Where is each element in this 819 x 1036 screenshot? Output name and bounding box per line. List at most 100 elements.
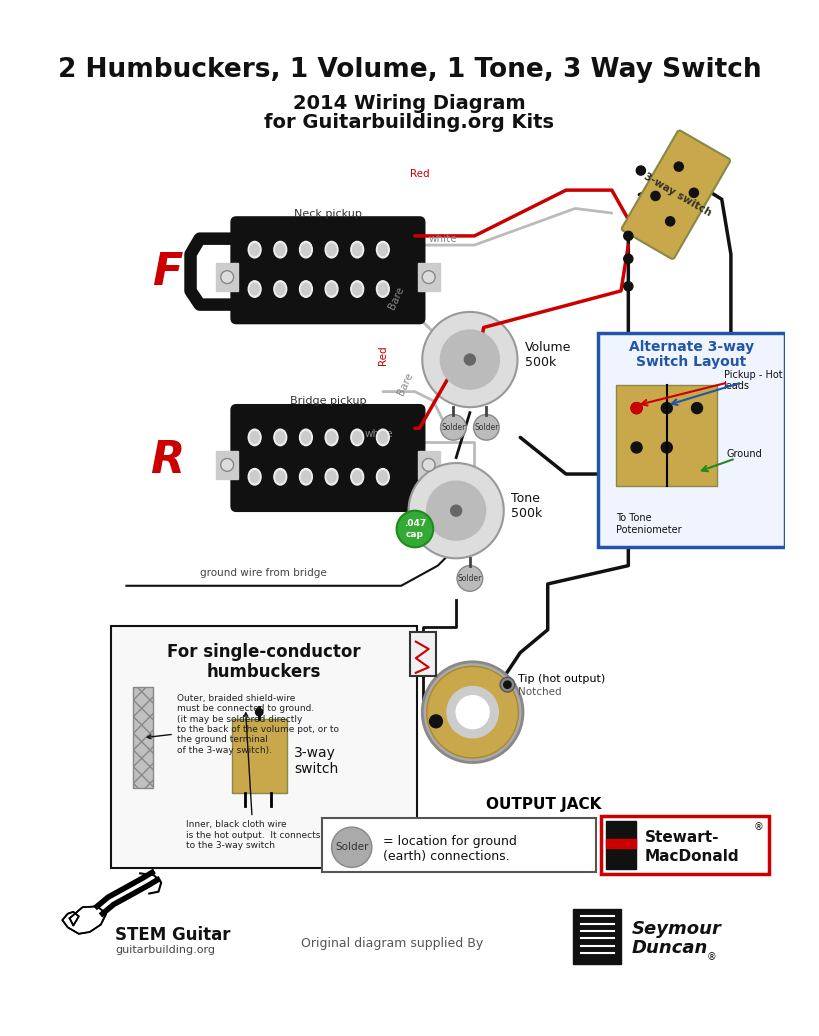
Text: 2 Humbuckers, 1 Volume, 1 Tone, 3 Way Switch: 2 Humbuckers, 1 Volume, 1 Tone, 3 Way Sw… <box>57 57 761 83</box>
Text: Tip (hot output): Tip (hot output) <box>518 674 606 684</box>
Circle shape <box>624 282 633 291</box>
Circle shape <box>447 687 498 738</box>
Bar <box>617 385 717 486</box>
Circle shape <box>427 666 518 758</box>
Circle shape <box>332 827 372 867</box>
Text: white: white <box>364 429 393 438</box>
Circle shape <box>661 403 672 413</box>
FancyBboxPatch shape <box>622 131 730 259</box>
Text: F: F <box>152 251 183 294</box>
Ellipse shape <box>300 241 312 258</box>
Ellipse shape <box>276 243 285 256</box>
Text: Red: Red <box>378 345 388 365</box>
Text: For single-conductor: For single-conductor <box>167 642 360 661</box>
Ellipse shape <box>377 468 389 485</box>
Ellipse shape <box>276 470 285 483</box>
Ellipse shape <box>378 243 387 256</box>
Circle shape <box>221 270 233 284</box>
FancyBboxPatch shape <box>601 815 769 874</box>
Ellipse shape <box>325 281 338 297</box>
Text: Tone
500k: Tone 500k <box>511 492 542 520</box>
Text: 3-way
switch: 3-way switch <box>294 746 338 776</box>
Circle shape <box>409 463 504 558</box>
Text: Outer, braided shield-wire
must be connected to ground.
(it may be soldered dire: Outer, braided shield-wire must be conne… <box>147 694 339 755</box>
FancyBboxPatch shape <box>232 405 424 511</box>
Circle shape <box>430 715 442 727</box>
Circle shape <box>423 662 523 762</box>
Text: Fuse: Fuse <box>380 653 405 662</box>
Text: Bare: Bare <box>387 285 406 311</box>
Text: OUTPUT JACK: OUTPUT JACK <box>486 798 602 812</box>
Circle shape <box>636 166 645 175</box>
Bar <box>216 263 238 291</box>
Ellipse shape <box>325 468 338 485</box>
Bar <box>133 688 153 788</box>
Bar <box>418 263 440 291</box>
Text: Inner, black cloth wire
is the hot output.  It connects
to the 3-way switch: Inner, black cloth wire is the hot outpu… <box>186 713 320 851</box>
Bar <box>410 633 436 677</box>
Ellipse shape <box>274 241 287 258</box>
Text: .047
cap: .047 cap <box>404 519 426 539</box>
Text: Red: Red <box>410 169 429 179</box>
Ellipse shape <box>274 429 287 445</box>
Circle shape <box>423 312 518 407</box>
Ellipse shape <box>248 281 261 297</box>
Ellipse shape <box>325 429 338 445</box>
Ellipse shape <box>351 429 364 445</box>
FancyBboxPatch shape <box>111 626 417 868</box>
Text: = location for ground
(earth) connections.: = location for ground (earth) connection… <box>382 835 517 863</box>
Circle shape <box>651 192 660 201</box>
Ellipse shape <box>378 283 387 295</box>
Text: Solder: Solder <box>441 423 465 432</box>
Circle shape <box>423 459 435 471</box>
Text: ®: ® <box>707 952 717 961</box>
Ellipse shape <box>327 243 336 256</box>
Text: STEM Guitar: STEM Guitar <box>115 926 231 945</box>
Text: Original diagram supplied By: Original diagram supplied By <box>301 937 483 950</box>
Bar <box>232 719 287 793</box>
Ellipse shape <box>301 470 310 483</box>
Ellipse shape <box>250 243 260 256</box>
Ellipse shape <box>378 470 387 483</box>
Ellipse shape <box>351 468 364 485</box>
Text: Pickup - Hot
leads: Pickup - Hot leads <box>723 370 782 392</box>
Text: Volume
500k: Volume 500k <box>525 341 571 369</box>
FancyBboxPatch shape <box>323 818 596 872</box>
Ellipse shape <box>248 468 261 485</box>
Circle shape <box>456 696 489 728</box>
Text: Solder: Solder <box>335 842 369 853</box>
Circle shape <box>631 403 642 413</box>
Circle shape <box>690 189 699 198</box>
Circle shape <box>423 270 435 284</box>
Ellipse shape <box>276 283 285 295</box>
Text: Stewart-: Stewart- <box>645 830 719 845</box>
Circle shape <box>631 442 642 453</box>
Text: for Guitarbuilding.org Kits: for Guitarbuilding.org Kits <box>265 113 554 133</box>
Ellipse shape <box>327 431 336 443</box>
Text: Alternate 3-way: Alternate 3-way <box>629 340 754 354</box>
Text: white: white <box>428 234 457 243</box>
Text: Solder: Solder <box>458 574 482 583</box>
Ellipse shape <box>353 283 362 295</box>
Text: Neck pickup: Neck pickup <box>294 208 362 219</box>
Text: Notched: Notched <box>518 687 562 697</box>
Circle shape <box>441 330 500 390</box>
Text: MacDonald: MacDonald <box>645 850 740 864</box>
Text: Bridge pickup: Bridge pickup <box>290 396 366 406</box>
Ellipse shape <box>353 470 362 483</box>
Ellipse shape <box>250 283 260 295</box>
Bar <box>606 838 636 847</box>
Circle shape <box>624 254 633 263</box>
Ellipse shape <box>353 243 362 256</box>
Ellipse shape <box>274 468 287 485</box>
Circle shape <box>674 162 683 171</box>
Ellipse shape <box>300 468 312 485</box>
Circle shape <box>504 681 511 688</box>
Ellipse shape <box>377 241 389 258</box>
Circle shape <box>473 414 500 440</box>
Circle shape <box>464 354 475 365</box>
Circle shape <box>221 459 233 471</box>
FancyBboxPatch shape <box>232 218 424 323</box>
Ellipse shape <box>248 241 261 258</box>
Text: ground wire from bridge: ground wire from bridge <box>201 568 327 577</box>
